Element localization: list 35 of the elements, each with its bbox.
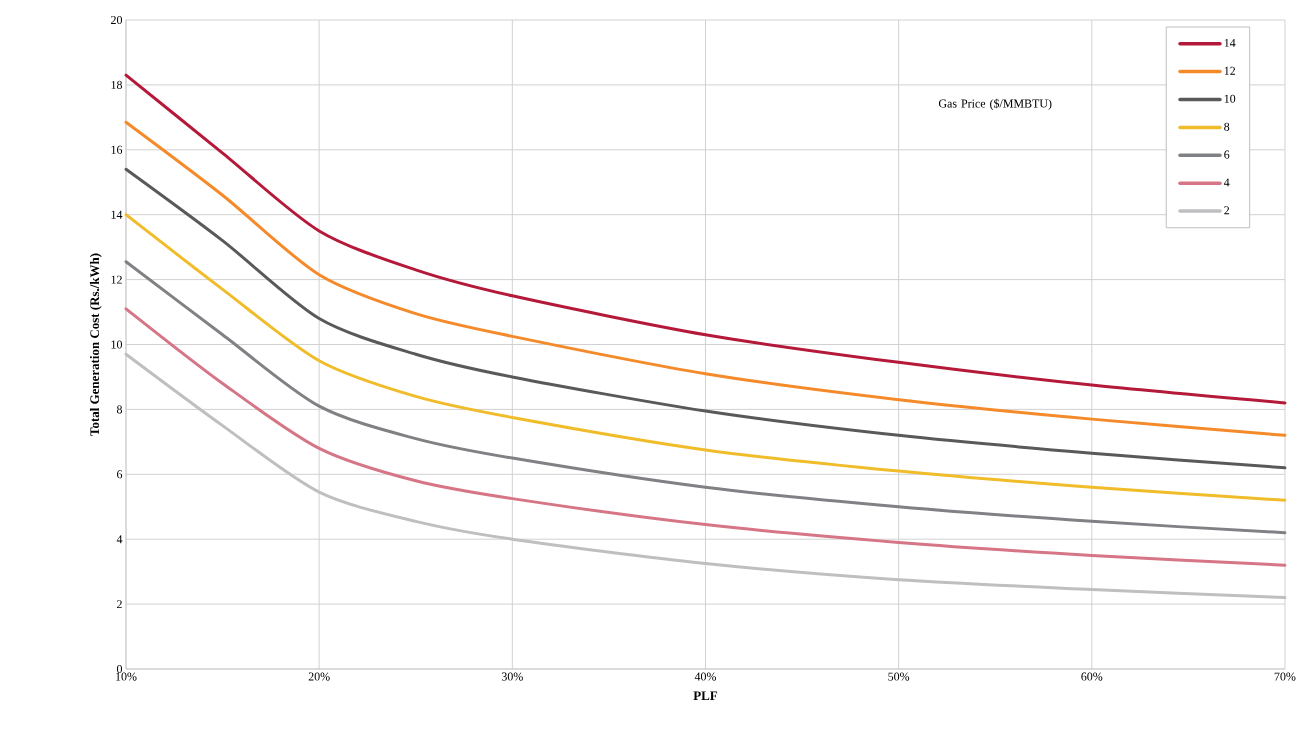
y-tick-label: 14 bbox=[111, 210, 123, 219]
y-tick-label: 6 bbox=[117, 470, 123, 479]
y-tick-label: 12 bbox=[111, 275, 122, 284]
legend-label: 10 bbox=[1224, 94, 1236, 103]
x-tick-label: 30% bbox=[501, 672, 523, 681]
line-series bbox=[124, 167, 1287, 470]
line-series bbox=[124, 120, 1287, 437]
legend-label: 2 bbox=[1224, 206, 1230, 215]
x-tick-label: 20% bbox=[308, 672, 330, 681]
y-tick-label: 10 bbox=[111, 340, 123, 349]
line-series bbox=[124, 307, 1287, 567]
x-tick-label: 70% bbox=[1274, 672, 1296, 681]
x-tick-label: 50% bbox=[888, 672, 910, 681]
x-axis-title: PLF bbox=[693, 691, 718, 700]
line-series bbox=[124, 352, 1287, 600]
legend-label: 14 bbox=[1224, 38, 1236, 47]
line-series bbox=[124, 213, 1287, 502]
legend-label: 6 bbox=[1224, 150, 1230, 159]
line-series bbox=[124, 260, 1287, 535]
y-tick-label: 16 bbox=[111, 145, 123, 154]
x-tick-label: 10% bbox=[116, 672, 137, 681]
line-series bbox=[124, 73, 1287, 405]
x-tick-label: 40% bbox=[694, 672, 717, 681]
legend-title: Gas Price ($/MMBTU) bbox=[938, 98, 1052, 110]
y-tick-label: 18 bbox=[111, 80, 123, 89]
legend-label: 12 bbox=[1224, 66, 1236, 75]
y-axis-title: Total Generation Cost (Rs./kWh) bbox=[89, 253, 102, 436]
y-tick-label: 4 bbox=[116, 535, 123, 544]
y-tick-label: 8 bbox=[116, 405, 123, 414]
legend-label: 4 bbox=[1223, 178, 1230, 187]
y-tick-label: 2 bbox=[117, 600, 122, 609]
y-tick-label: 20 bbox=[111, 15, 123, 25]
legend-label: 8 bbox=[1224, 122, 1230, 131]
x-tick-label: 60% bbox=[1081, 672, 1103, 681]
y-tick-label: 0 bbox=[116, 664, 123, 674]
